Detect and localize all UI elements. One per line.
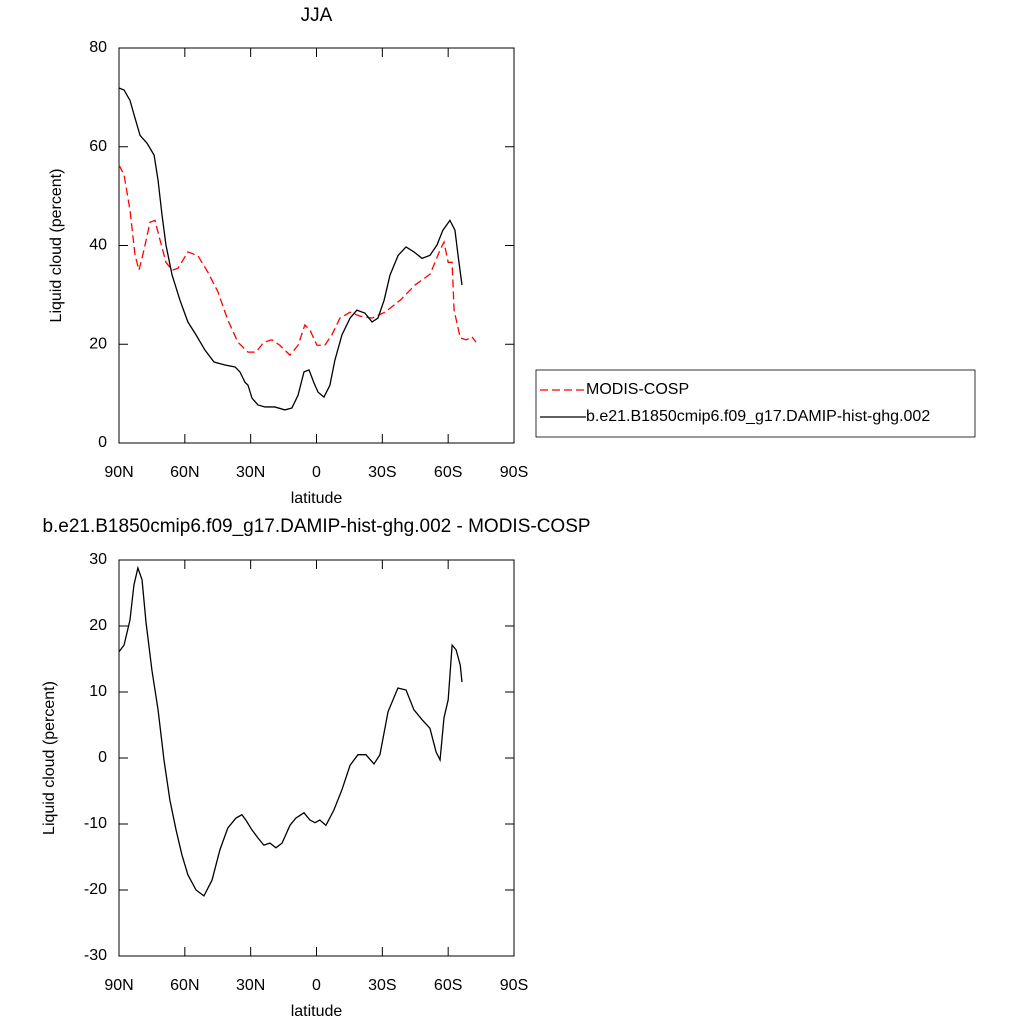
x-tick-label: 90N [104, 977, 133, 994]
legend-label: b.e21.B1850cmip6.f09_g17.DAMIP-hist-ghg.… [586, 408, 930, 425]
x-tick-label: 30S [368, 464, 396, 481]
chart-title: b.e21.B1850cmip6.f09_g17.DAMIP-hist-ghg.… [42, 516, 590, 537]
x-axis-label: latitude [291, 1003, 343, 1020]
x-tick-label: 30S [368, 977, 396, 994]
y-tick-label: -10 [84, 815, 107, 832]
y-tick-label: 20 [89, 617, 107, 634]
x-tick-label: 0 [312, 977, 321, 994]
chart-title: JJA [301, 5, 333, 26]
y-tick-label: 0 [98, 749, 107, 766]
y-tick-label: 0 [98, 434, 107, 451]
y-tick-label: 80 [89, 39, 107, 56]
x-tick-label: 60S [434, 464, 462, 481]
x-tick-label: 0 [312, 464, 321, 481]
plot-frame [118, 559, 515, 957]
data-line [118, 565, 463, 897]
legend-label: MODIS-COSP [586, 381, 689, 398]
plot-frame [118, 47, 515, 444]
x-tick-label: 60S [434, 977, 462, 994]
y-tick-label: 40 [89, 237, 107, 254]
y-tick-label: 20 [89, 335, 107, 352]
data-line [118, 87, 463, 411]
y-axis-label: Liquid cloud (percent) [48, 169, 65, 323]
legend-box [535, 369, 976, 438]
x-tick-label: 90S [500, 977, 528, 994]
data-line [118, 164, 477, 357]
y-tick-label: 30 [89, 551, 107, 568]
y-tick-label: 60 [89, 138, 107, 155]
y-axis-label: Liquid cloud (percent) [41, 681, 58, 835]
x-tick-label: 90N [104, 464, 133, 481]
x-axis-label: latitude [291, 490, 343, 507]
x-tick-label: 30N [236, 977, 265, 994]
y-tick-label: -20 [84, 881, 107, 898]
x-tick-label: 30N [236, 464, 265, 481]
x-tick-label: 60N [170, 464, 199, 481]
x-tick-label: 60N [170, 977, 199, 994]
y-tick-label: -30 [84, 947, 107, 964]
x-tick-label: 90S [500, 464, 528, 481]
y-tick-label: 10 [89, 683, 107, 700]
